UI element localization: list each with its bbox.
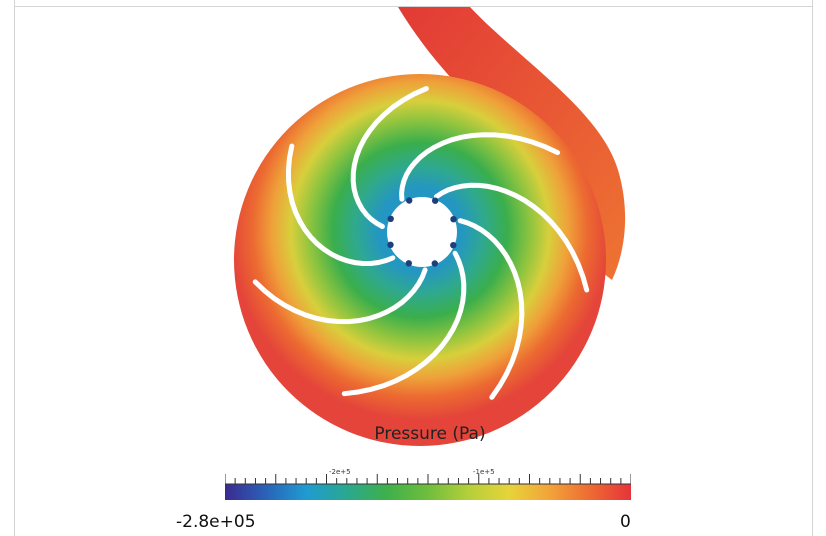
impeller-blades: [252, 86, 590, 400]
hub-bolt: [431, 260, 438, 267]
frame-top-border: [14, 6, 813, 7]
impeller-hub: [387, 197, 457, 267]
hub-bolt: [450, 216, 457, 223]
colorbar: -2e+5 -1e+5: [225, 468, 631, 508]
hub-bolt: [432, 197, 439, 204]
legend-title: Pressure (Pa): [374, 424, 486, 444]
hub-bolts: [387, 197, 457, 267]
frame-left-border: [14, 0, 15, 536]
impeller-blade: [399, 132, 561, 202]
colorbar-major-tick-label: -2e+5: [329, 468, 351, 476]
colorbar-major-tick-label: -1e+5: [473, 468, 495, 476]
colorbar-max-label: 0: [620, 512, 631, 532]
colorbar-gradient: [225, 484, 631, 500]
hub-bolt: [450, 242, 457, 249]
hub-bolt: [405, 260, 412, 267]
hub-bolt: [406, 197, 413, 204]
impeller-blade: [341, 250, 467, 397]
colorbar-ticks: [225, 474, 631, 484]
hub-bolt: [387, 241, 394, 248]
hub-bolt: [387, 215, 394, 222]
impeller-blade: [457, 218, 525, 400]
impeller-blade: [252, 267, 428, 325]
impeller-blade: [350, 86, 429, 229]
impeller-blade: [285, 143, 396, 266]
colorbar-min-label: -2.8e+05: [176, 512, 256, 532]
impeller-blade: [434, 182, 590, 293]
colorbar-graphic: [225, 474, 631, 500]
frame-right-border: [812, 0, 813, 536]
